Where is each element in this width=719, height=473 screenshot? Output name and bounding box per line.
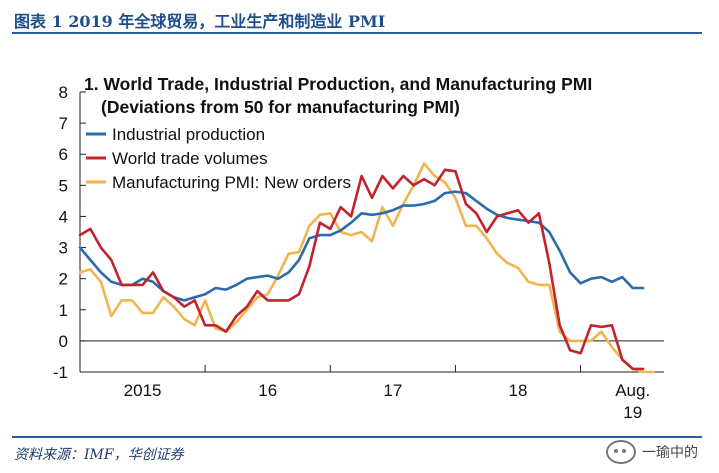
legend-label: World trade volumes <box>112 149 268 168</box>
watermark: 一瑜中的 <box>606 440 698 464</box>
figure-header: 图表 1 2019 年全球贸易，工业生产和制造业 PMI <box>12 6 702 34</box>
series-layer <box>78 162 655 374</box>
series-line-world-trade-volumes <box>78 168 645 371</box>
x-tick-label: 18 <box>509 381 528 400</box>
source-note: 资料来源：IMF，华创证券 <box>14 447 184 463</box>
x-tick-label: 17 <box>383 381 402 400</box>
y-tick-label: 4 <box>59 207 68 226</box>
y-tick-label: 7 <box>59 114 68 133</box>
legend-label: Manufacturing PMI: New orders <box>112 173 351 192</box>
wechat-icon <box>606 440 636 464</box>
y-tick-label: 8 <box>59 83 68 102</box>
y-tick-label: 0 <box>59 332 68 351</box>
chart-title: 1. World Trade, Industrial Production, a… <box>84 74 592 94</box>
x-tick-label-line2: 19 <box>623 403 642 422</box>
x-tick-label: Aug. <box>615 381 650 400</box>
y-tick-label: 6 <box>59 145 68 164</box>
y-tick-label: 3 <box>59 239 68 258</box>
y-tick-label: 1 <box>59 301 68 320</box>
y-tick-label: -1 <box>53 363 68 382</box>
chart-container: -1 0 1 2 3 4 5 6 7 8 2015 16 17 18 Aug. 19 1. World Tr… <box>0 60 719 435</box>
watermark-text: 一瑜中的 <box>642 444 698 460</box>
series-line-industrial-production <box>78 190 645 302</box>
chart-subtitle: (Deviations from 50 for manufacturing PM… <box>101 97 460 117</box>
line-chart: -1 0 1 2 3 4 5 6 7 8 2015 16 17 18 Aug. 19 1. World Tr… <box>53 74 664 422</box>
series-line-manufacturing-pmi-new-orders <box>78 162 655 374</box>
x-tick-label: 16 <box>258 381 277 400</box>
x-axis: 2015 16 17 18 Aug. 19 <box>79 365 664 422</box>
legend-label: Industrial production <box>112 125 265 144</box>
x-tick-label: 2015 <box>124 381 162 400</box>
y-tick-label: 5 <box>59 176 68 195</box>
figure-footer: 资料来源：IMF，华创证券 一瑜中的 <box>12 436 702 468</box>
figure-title: 图表 1 2019 年全球贸易，工业生产和制造业 PMI <box>14 12 386 31</box>
y-tick-label: 2 <box>59 270 68 289</box>
legend: Industrial production World trade volumes… <box>86 125 351 192</box>
